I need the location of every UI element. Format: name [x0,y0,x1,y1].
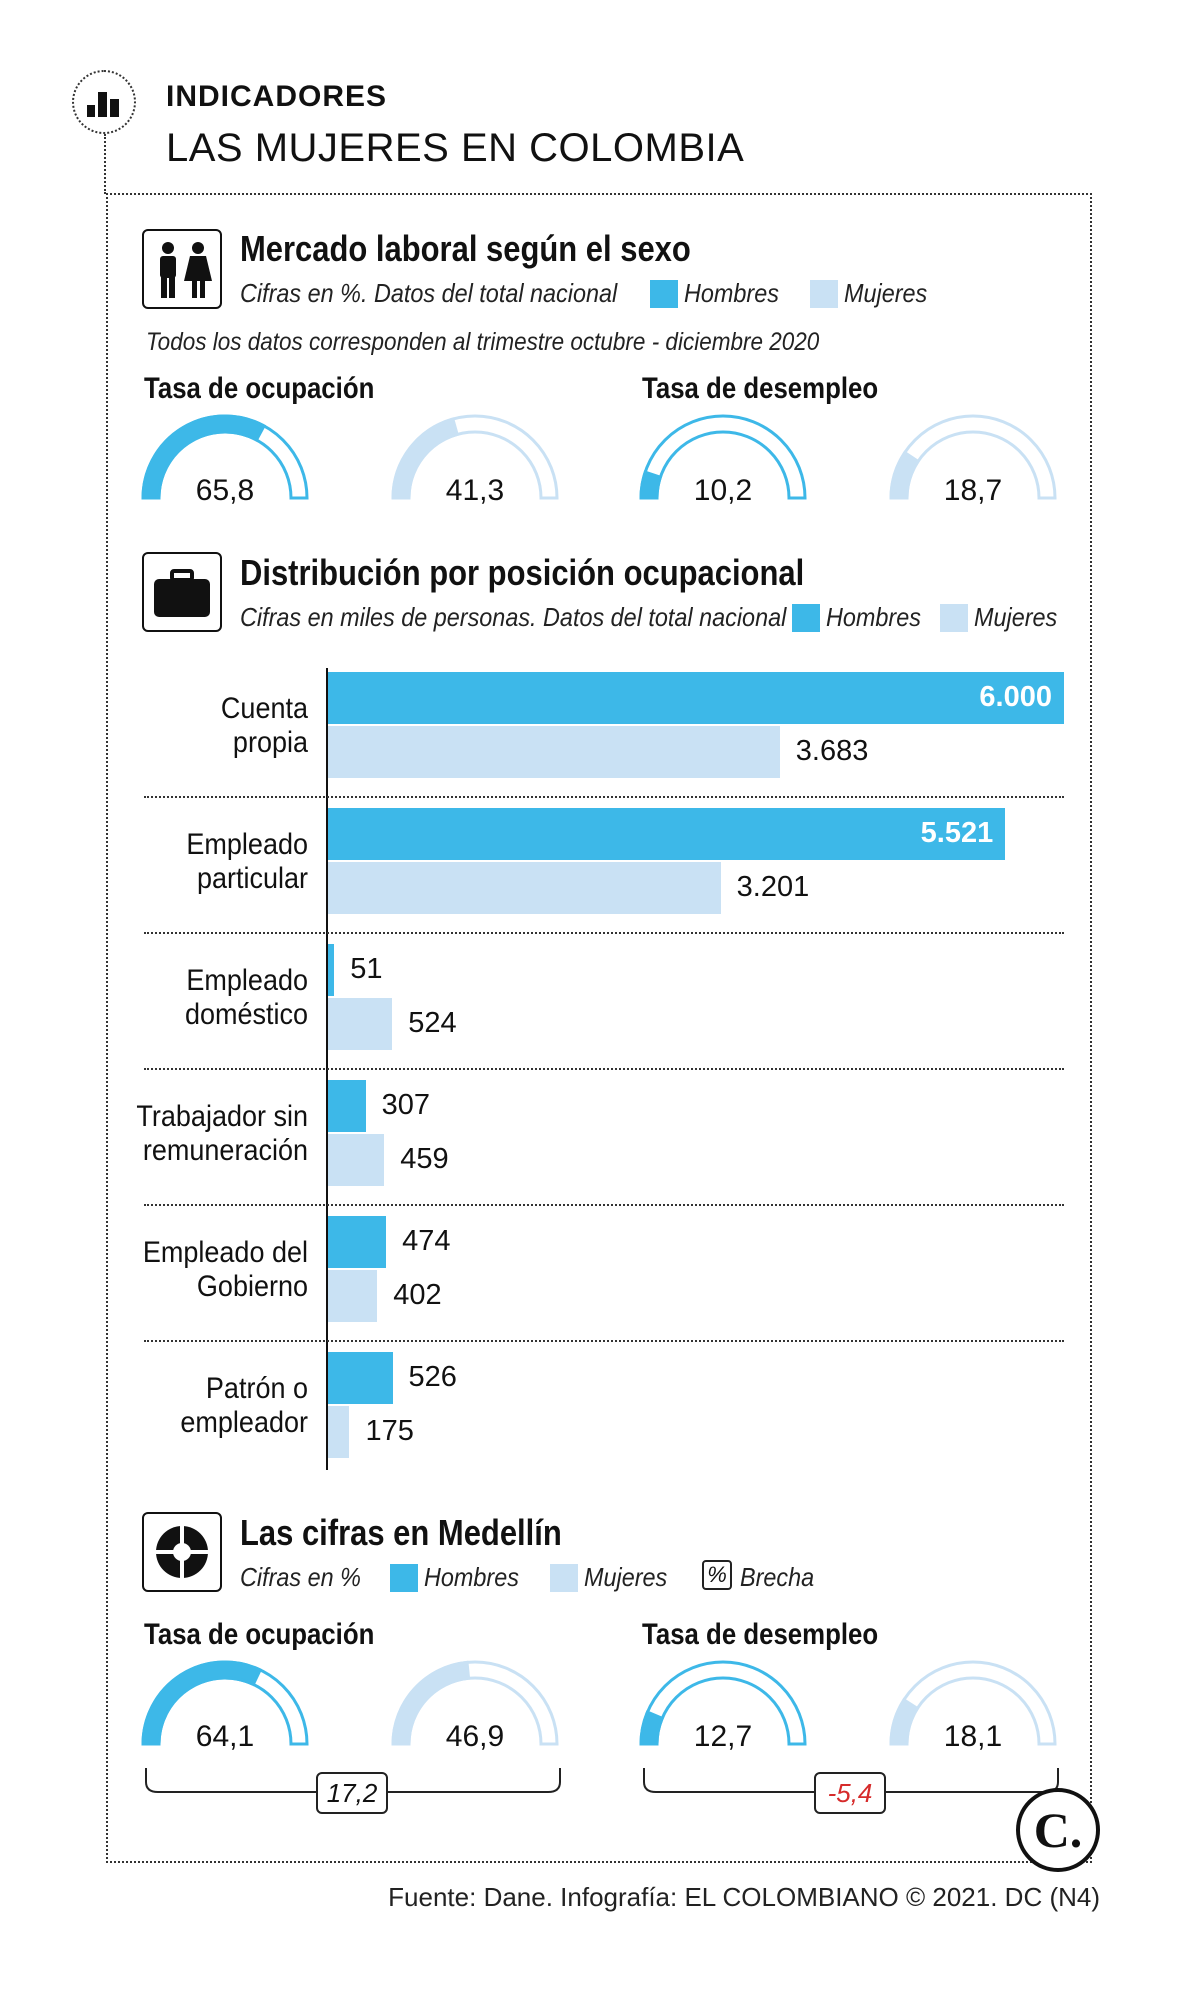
legend-swatch-mujeres-2 [940,604,968,632]
gauge-value-desempleo-mujeres-medellin: 18,1 [943,1720,1003,1753]
medellin-ocupacion-hombres-gauge-fill [141,1660,263,1746]
men-women-icon [142,229,222,309]
el-colombiano-logo: C. [1016,1788,1100,1872]
section-title-medellin: Las cifras en Medellín [240,1512,562,1553]
legend-swatch-mujeres [810,280,838,308]
national-ocupacion-hombres-gauge-fill [141,414,267,500]
gauges-medellin [141,1660,1057,1746]
gauge-group-label-ocupacion: Tasa de ocupación [144,372,375,405]
gauge-value-ocupacion-hombres: 65,8 [195,474,255,507]
briefcase-icon [142,552,222,632]
legend-swatch-hombres-2 [792,604,820,632]
gauge-value-desempleo-mujeres: 18,7 [943,474,1003,507]
legend-swatch-hombres-3 [390,1564,418,1592]
gauge-group-label-ocupacion-medellin: Tasa de ocupación [144,1618,375,1651]
legend-label-hombres: Hombres [684,278,779,308]
gauge-group-label-desempleo: Tasa de desempleo [642,372,879,405]
medellin-desempleo-hombres-gauge-fill [639,1710,665,1746]
legend-label-hombres-3: Hombres [424,1562,519,1592]
gauge-value-ocupacion-mujeres-medellin: 46,9 [445,1720,505,1753]
gauges-national [141,414,1057,500]
brecha-value-desempleo: -5,4 [814,1772,886,1814]
brecha-brackets [145,1768,1059,1793]
gauge-value-ocupacion-hombres-medellin: 64,1 [195,1720,255,1753]
section-title-labor-market: Mercado laboral según el sexo [240,228,691,269]
frame-connector [104,134,106,194]
gauge-group-label-desempleo-medellin: Tasa de desempleo [642,1618,879,1651]
kicker: INDICADORES [166,80,388,113]
indicators-logo [72,70,136,134]
pie-chart-icon [142,1512,222,1592]
period-note: Todos los datos corresponden al trimestr… [146,328,820,356]
national-desempleo-hombres-gauge-track [639,414,807,500]
legend-label-brecha: Brecha [740,1562,815,1592]
infographic-frame [106,193,1092,1863]
medellin-ocupacion-mujeres-gauge-fill [391,1660,471,1746]
section-title-distribution: Distribución por posición ocupacional [240,552,805,593]
national-desempleo-hombres-gauge-fill [639,470,663,500]
brecha-value-ocupacion: 17,2 [316,1772,388,1814]
legend-brecha-symbol: % [702,1560,732,1590]
source-footer: Fuente: Dane. Infografía: EL COLOMBIANO … [388,1882,1100,1912]
section-subtitle-distribution: Cifras en miles de personas. Datos del t… [240,602,787,632]
section-subtitle-labor-market: Cifras en %. Datos del total nacional [240,278,618,308]
legend-label-mujeres-3: Mujeres [584,1562,668,1592]
medellin-desempleo-mujeres-gauge-track [889,1660,1057,1746]
legend-label-mujeres-2: Mujeres [974,602,1058,632]
page-title: LAS MUJERES EN COLOMBIA [166,126,745,170]
legend-swatch-hombres [650,280,678,308]
national-ocupacion-mujeres-gauge-fill [391,417,460,500]
gauge-value-ocupacion-mujeres: 41,3 [445,474,505,507]
legend-label-mujeres: Mujeres [844,278,928,308]
legend-swatch-mujeres-3 [550,1564,578,1592]
section-subtitle-medellin: Cifras en % [240,1562,361,1592]
medellin-desempleo-mujeres-gauge-fill [889,1697,920,1746]
gauge-value-desempleo-hombres: 10,2 [693,474,753,507]
legend-label-hombres-2: Hombres [826,602,921,632]
bar-chart-icon [87,92,119,117]
national-desempleo-mujeres-gauge-fill [889,450,921,500]
national-desempleo-mujeres-gauge-track [889,414,1057,500]
gauge-value-desempleo-hombres-medellin: 12,7 [693,1720,753,1753]
medellin-desempleo-hombres-gauge-track [639,1660,807,1746]
